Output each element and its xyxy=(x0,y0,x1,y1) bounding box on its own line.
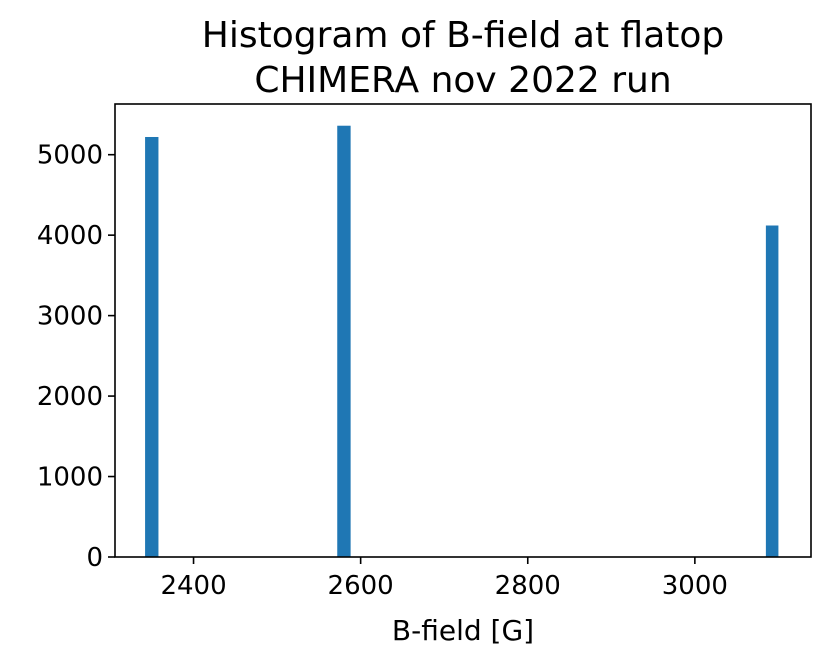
x-tick-label-1: 2600 xyxy=(328,571,394,601)
y-tick-label-3: 3000 xyxy=(37,302,103,332)
y-axis-ticks: 0 1000 2000 3000 4000 5000 xyxy=(37,141,115,573)
y-tick-label-4: 4000 xyxy=(37,221,103,251)
x-tick-label-3: 3000 xyxy=(662,571,728,601)
histogram-bar-2 xyxy=(765,225,779,557)
x-axis-ticks: 2400 2600 2800 3000 xyxy=(160,557,728,601)
x-tick-label-0: 2400 xyxy=(160,571,226,601)
y-tick-label-1: 1000 xyxy=(37,463,103,493)
histogram-bar-1 xyxy=(337,125,351,557)
chart-title-line-1: Histogram of B-field at flatop xyxy=(202,15,725,56)
x-tick-label-2: 2800 xyxy=(495,571,561,601)
chart-title: Histogram of B-field at flatop CHIMERA n… xyxy=(202,15,725,101)
y-tick-label-5: 5000 xyxy=(37,141,103,171)
x-axis-label: B-field [G] xyxy=(392,614,534,647)
plot-frame xyxy=(114,103,812,558)
y-tick-label-0: 0 xyxy=(86,543,103,573)
chart-title-line-2: CHIMERA nov 2022 run xyxy=(254,60,671,101)
histogram-bars xyxy=(145,125,779,558)
y-tick-label-2: 2000 xyxy=(37,382,103,412)
histogram-bar-0 xyxy=(145,136,159,558)
